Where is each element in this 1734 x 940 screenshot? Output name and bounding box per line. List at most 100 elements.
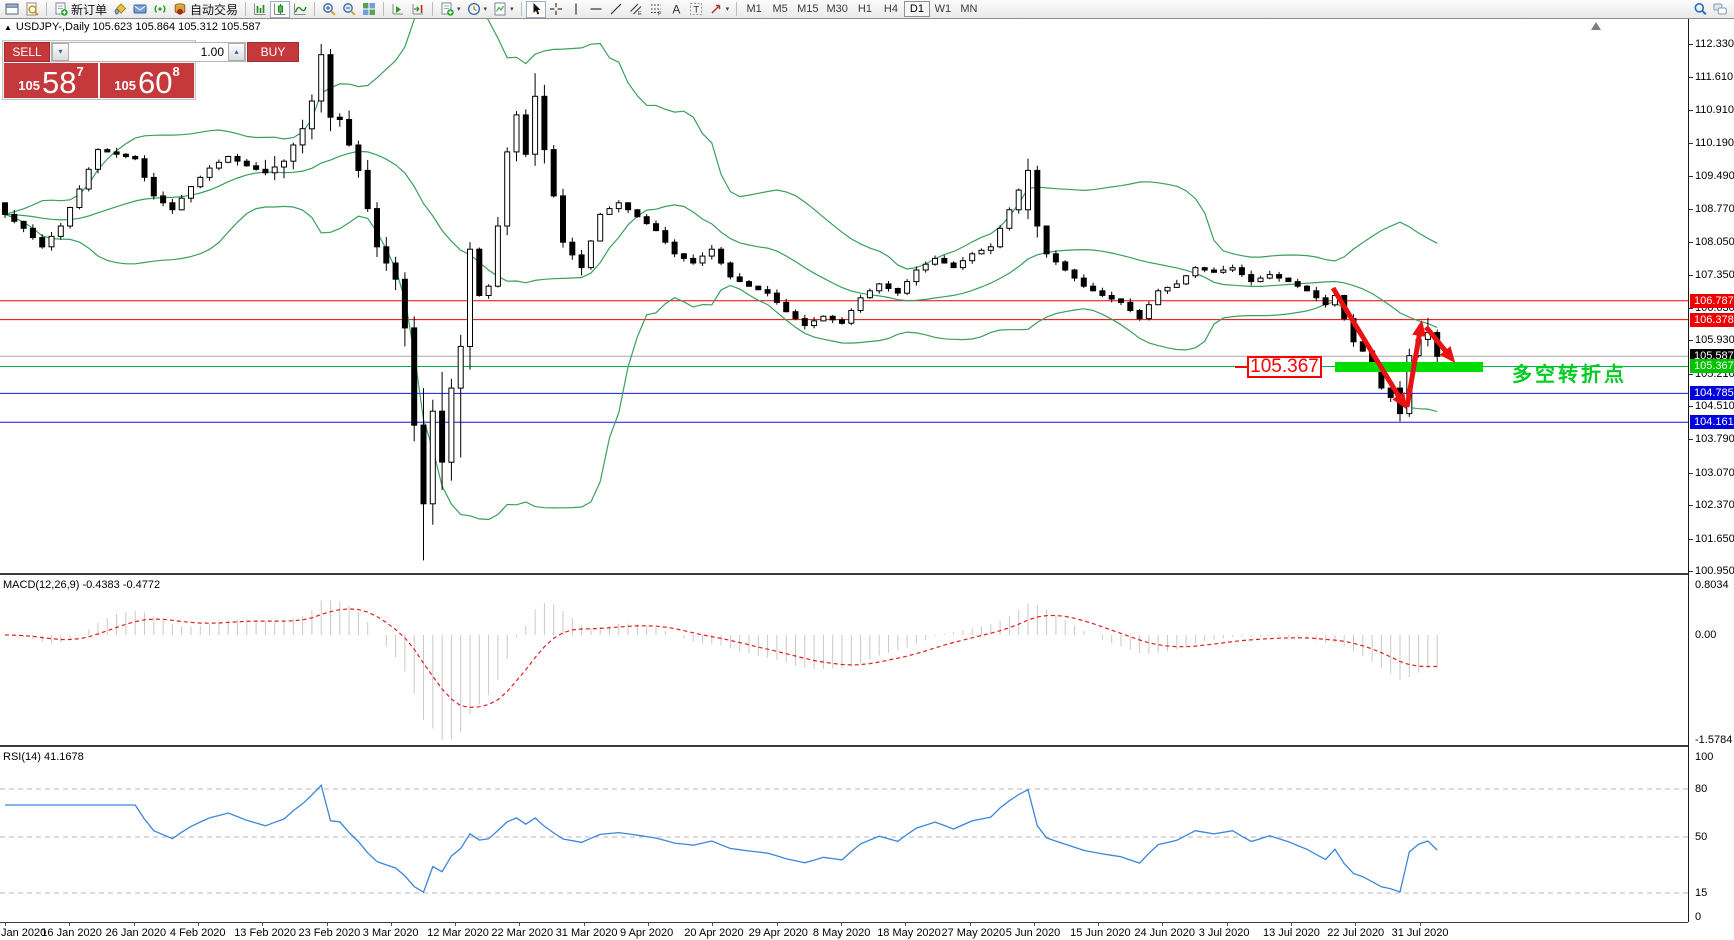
price-tick-mark	[1689, 143, 1693, 145]
indicators-icon[interactable]: ▾	[437, 1, 464, 18]
lot-size-input[interactable]	[69, 43, 228, 61]
price-tick-mark	[1689, 307, 1693, 309]
time-tick-mark	[1291, 923, 1292, 926]
price-tick-label: 110.190	[1695, 137, 1734, 150]
main-chart-canvas[interactable]	[0, 19, 1688, 573]
tile-windows-icon[interactable]	[359, 1, 379, 18]
timeframe-m15[interactable]: M15	[793, 1, 822, 17]
buy-price-prefix: 105	[114, 78, 136, 93]
sell-price-display[interactable]: 105 58 7	[4, 63, 98, 98]
candlestick-chart-icon[interactable]	[270, 0, 291, 18]
price-tick-label: 111.610	[1695, 71, 1734, 84]
arrows-tool-icon[interactable]: ▾	[706, 1, 733, 18]
buy-button[interactable]: BUY	[247, 42, 299, 62]
timeframe-buttons: M1 M5 M15 M30 H1 H4 D1 W1 MN	[741, 0, 982, 19]
crosshair-icon[interactable]	[546, 1, 566, 18]
chart-preview-icon[interactable]	[22, 1, 42, 18]
price-tick-mark	[1689, 208, 1693, 210]
chart-shift-marker-icon[interactable]	[1591, 22, 1601, 30]
timeframe-w1[interactable]: W1	[930, 1, 956, 17]
search-icon[interactable]	[1690, 1, 1710, 18]
price-tick-label: 110.910	[1695, 103, 1734, 116]
timeframe-mn[interactable]: MN	[956, 1, 982, 17]
timeframe-h1[interactable]: H1	[852, 1, 878, 17]
styles-icon[interactable]	[110, 1, 130, 18]
price-tick-mark	[1689, 77, 1693, 79]
toolbar: 新订单 自动交易 ▾ ▾ ▾ E F A T ▾ M1 M5 M15 M30 H1 H4 D1 W1 MN	[0, 0, 1734, 19]
vertical-line-icon[interactable]	[566, 1, 586, 18]
toolbar-separator	[736, 2, 738, 16]
price-tick-label: 105.930	[1695, 334, 1734, 347]
macd-panel-canvas[interactable]	[0, 577, 1688, 745]
text-icon[interactable]: A	[666, 1, 686, 18]
timeframe-m5[interactable]: M5	[767, 1, 793, 17]
svg-text:E: E	[638, 11, 642, 16]
price-tick-label: 112.330	[1695, 38, 1734, 50]
lot-increase-button[interactable]: ▴	[228, 43, 245, 61]
turning-point-annotation: 多空转折点	[1512, 364, 1627, 386]
time-tick-label: 15 Jun 2020	[1070, 927, 1131, 939]
time-tick-label: 31 Jul 2020	[1391, 927, 1449, 939]
horizontal-line-icon[interactable]	[586, 1, 606, 18]
mailbox-icon[interactable]	[130, 1, 150, 18]
toolbar-right-icons	[1690, 0, 1730, 19]
sell-button[interactable]: SELL	[4, 42, 50, 62]
zoom-in-icon[interactable]	[319, 1, 339, 18]
new-window-icon[interactable]	[2, 1, 22, 18]
price-axis[interactable]: 112.330 111.610 110.910 110.190 109.490 108.7…	[1688, 19, 1734, 923]
bar-chart-icon[interactable]	[250, 1, 270, 18]
time-tick-label: 3 Mar 2020	[362, 927, 419, 939]
time-tick-label: 13 Feb 2020	[234, 927, 296, 939]
text-label-icon[interactable]: T	[686, 1, 706, 18]
rsi-panel-canvas[interactable]	[0, 749, 1688, 921]
trendline-icon[interactable]	[606, 1, 626, 18]
time-tick-mark	[5, 923, 6, 926]
price-level-badge: 106.378	[1690, 312, 1734, 327]
price-level-badge: 104.785	[1690, 386, 1734, 401]
cursor-icon[interactable]	[525, 0, 546, 18]
buy-price-display[interactable]: 105 60 8	[100, 63, 194, 98]
symbol-collapse-icon[interactable]: ▲	[4, 22, 12, 32]
chat-icon[interactable]	[1710, 1, 1730, 18]
chart-shift-icon[interactable]	[408, 1, 428, 18]
time-tick-label: 26 Jan 2020	[105, 927, 167, 939]
timeframe-d1[interactable]: D1	[903, 1, 930, 17]
toolbar-separator	[245, 2, 247, 16]
rsi-label: RSI(14) 41.1678	[3, 751, 84, 763]
signals-icon[interactable]	[150, 1, 170, 18]
equidistant-channel-icon[interactable]: E	[626, 1, 646, 18]
pane-separator[interactable]	[0, 573, 1688, 575]
pivot-price-label[interactable]: 105.367	[1247, 356, 1322, 378]
timeframe-m30[interactable]: M30	[823, 1, 852, 17]
time-tick-label: 29 Apr 2020	[748, 927, 808, 939]
fibonacci-icon[interactable]: F	[646, 1, 666, 18]
price-tick-mark	[1689, 538, 1693, 540]
pane-separator[interactable]	[0, 745, 1688, 747]
time-tick-mark	[583, 923, 585, 926]
price-tick-label: 101.650	[1695, 532, 1734, 545]
auto-scroll-icon[interactable]	[388, 1, 408, 18]
price-level-badge: 104.161	[1690, 415, 1734, 430]
timeframe-m1[interactable]: M1	[741, 1, 767, 17]
line-chart-icon[interactable]	[290, 1, 310, 18]
time-tick-mark	[712, 923, 714, 926]
macd-label: MACD(12,26,9) -0.4383 -0.4772	[3, 579, 161, 591]
price-tick-mark	[1689, 505, 1693, 507]
toolbar-separator	[383, 2, 385, 16]
periods-icon[interactable]: ▾	[464, 1, 491, 18]
one-click-trading-panel: SELL ▾ ▴ BUY 105 58 7 105 60 8	[2, 40, 299, 100]
templates-icon[interactable]: ▾	[490, 1, 517, 18]
autotrade-button[interactable]: 自动交易	[170, 1, 241, 18]
time-axis[interactable]: Jan 2020 16 Jan 2020 26 Jan 2020 4 Feb 2020…	[0, 922, 1688, 940]
toolbar-separator	[314, 2, 316, 16]
time-tick-label: 12 Mar 2020	[427, 927, 489, 939]
lot-decrease-button[interactable]: ▾	[52, 43, 69, 61]
new-order-button[interactable]: 新订单	[51, 1, 110, 18]
rsi-axis-label: 0	[1695, 911, 1702, 923]
price-tick-mark	[1689, 175, 1693, 177]
zoom-out-icon[interactable]	[339, 1, 359, 18]
time-tick-mark	[390, 923, 392, 926]
timeframe-h4[interactable]: H4	[878, 1, 904, 17]
macd-axis-label: -1.5784	[1695, 734, 1733, 746]
